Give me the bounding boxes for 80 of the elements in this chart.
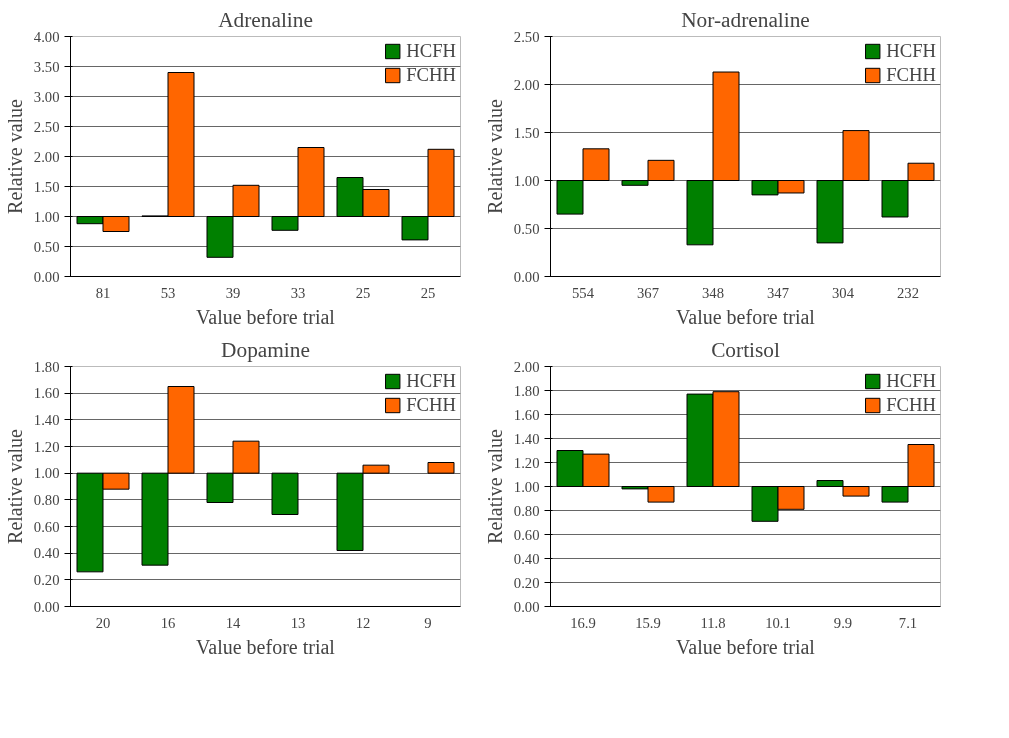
x-tick-label: 33 xyxy=(290,284,306,301)
y-axis-title: Relative value xyxy=(3,98,26,214)
legend-label: HCFH xyxy=(886,370,936,392)
y-tick-label: 4.00 xyxy=(33,28,60,45)
x-tick-label: 20 xyxy=(95,614,111,631)
x-tick-label: 9.9 xyxy=(833,614,853,631)
x-tick-label: 15.9 xyxy=(635,614,661,631)
x-tick-label: 81 xyxy=(95,284,111,301)
y-tick-label: 2.50 xyxy=(513,28,540,45)
legend-label: HCFH xyxy=(406,40,456,62)
x-tick-label: 367 xyxy=(637,284,659,301)
x-axis-title: Value before trial xyxy=(196,635,336,658)
x-tick-label: 554 xyxy=(572,284,595,301)
x-tick-label: 10.1 xyxy=(765,614,791,631)
x-tick-label: 25 xyxy=(420,284,436,301)
chart-title: Dopamine xyxy=(221,337,310,362)
y-axis-title: Relative value xyxy=(483,98,506,214)
y-tick-label: 0.00 xyxy=(513,268,540,285)
x-tick-label: 53 xyxy=(160,284,176,301)
legend-label: HCFH xyxy=(406,370,456,392)
y-tick-label: 2.50 xyxy=(33,118,60,135)
legend-label: HCFH xyxy=(886,40,936,62)
y-tick-label: 1.60 xyxy=(33,385,60,402)
y-tick-label: 1.20 xyxy=(33,438,60,455)
legend-label: FCHH xyxy=(406,64,456,86)
x-tick-label: 12 xyxy=(355,614,371,631)
y-tick-label: 0.60 xyxy=(513,526,540,543)
y-axis-title: Relative value xyxy=(3,428,26,544)
y-tick-label: 1.50 xyxy=(513,124,540,141)
chart-title: Adrenaline xyxy=(218,7,313,32)
y-tick-label: 0.20 xyxy=(33,571,60,588)
y-tick-label: 0.80 xyxy=(513,502,540,519)
x-tick-label: 39 xyxy=(225,284,241,301)
legend-label: FCHH xyxy=(406,394,456,416)
y-axis-title: Relative value xyxy=(483,428,506,544)
y-tick-label: 1.00 xyxy=(33,208,60,225)
y-tick-label: 1.80 xyxy=(513,382,540,399)
x-tick-label: 14 xyxy=(225,614,241,631)
x-tick-label: 16.9 xyxy=(570,614,596,631)
y-tick-label: 0.60 xyxy=(33,518,60,535)
y-tick-label: 0.00 xyxy=(33,598,60,615)
x-tick-label: 9 xyxy=(424,614,432,631)
y-tick-label: 0.80 xyxy=(33,491,60,508)
x-axis-title: Value before trial xyxy=(676,635,816,658)
y-tick-label: 1.00 xyxy=(513,172,540,189)
y-tick-label: 1.20 xyxy=(513,454,540,471)
y-tick-label: 3.50 xyxy=(33,58,60,75)
y-tick-label: 0.40 xyxy=(33,545,60,562)
y-tick-label: 1.00 xyxy=(513,478,540,495)
x-tick-label: 232 xyxy=(897,284,919,301)
y-tick-label: 2.00 xyxy=(513,358,540,375)
y-tick-label: 1.50 xyxy=(33,178,60,195)
x-axis-title: Value before trial xyxy=(196,305,336,328)
x-tick-label: 13 xyxy=(290,614,306,631)
x-tick-label: 347 xyxy=(767,284,789,301)
y-tick-label: 1.40 xyxy=(33,411,60,428)
y-tick-label: 2.00 xyxy=(33,148,60,165)
chart-title: Cortisol xyxy=(711,337,780,362)
y-tick-label: 3.00 xyxy=(33,88,60,105)
y-tick-label: 0.40 xyxy=(513,550,540,567)
y-tick-label: 2.00 xyxy=(513,76,540,93)
y-tick-label: 0.00 xyxy=(513,598,540,615)
x-axis-title: Value before trial xyxy=(676,305,816,328)
legend-label: FCHH xyxy=(886,394,936,416)
y-tick-label: 0.50 xyxy=(33,238,60,255)
y-tick-label: 1.00 xyxy=(33,465,60,482)
y-tick-label: 1.60 xyxy=(513,406,540,423)
x-tick-label: 304 xyxy=(832,284,855,301)
x-tick-label: 16 xyxy=(160,614,176,631)
x-tick-label: 7.1 xyxy=(898,614,918,631)
y-tick-label: 1.40 xyxy=(513,430,540,447)
y-tick-label: 1.80 xyxy=(33,358,60,375)
x-tick-label: 25 xyxy=(355,284,371,301)
y-tick-label: 0.00 xyxy=(33,268,60,285)
x-tick-label: 348 xyxy=(702,284,724,301)
chart-title: Nor-adrenaline xyxy=(681,7,810,32)
y-tick-label: 0.20 xyxy=(513,574,540,591)
y-tick-label: 0.50 xyxy=(513,220,540,237)
legend-label: FCHH xyxy=(886,64,936,86)
x-tick-label: 11.8 xyxy=(700,614,726,631)
